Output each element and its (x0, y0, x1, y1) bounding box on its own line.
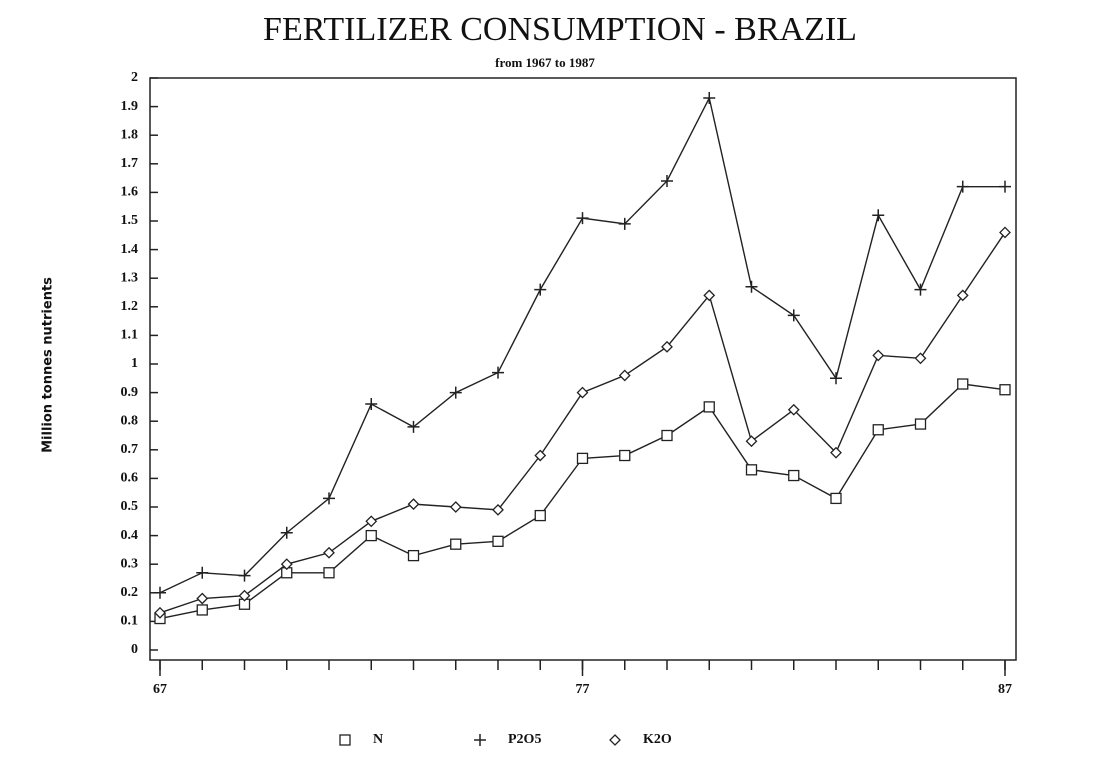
y-tick-label: 0.2 (121, 585, 139, 600)
marker-square (576, 452, 589, 465)
marker-diamond (745, 435, 758, 448)
y-tick-label: 1 (131, 356, 138, 371)
marker-diamond (609, 734, 621, 746)
x-tick-label: 77 (576, 682, 590, 697)
y-tick-label: 2 (131, 70, 138, 85)
marker-diamond (449, 501, 462, 513)
x-tick-label: 87 (998, 682, 1012, 697)
marker-plus (872, 209, 885, 222)
marker-plus (534, 283, 547, 296)
marker-diamond (872, 349, 885, 362)
marker-square (323, 567, 335, 579)
legend-label: K2O (643, 732, 672, 747)
y-tick-label: 0.9 (121, 385, 139, 400)
marker-diamond (280, 558, 293, 571)
y-tick-label: 1.1 (121, 328, 139, 343)
marker-square (196, 604, 208, 616)
y-tick-label: 0.5 (121, 499, 139, 514)
marker-plus (474, 734, 486, 746)
marker-square (914, 418, 927, 430)
marker-plus (576, 212, 589, 225)
y-tick-label: 0 (131, 642, 138, 657)
legend-label: N (373, 732, 383, 747)
y-tick-label: 0.8 (121, 413, 139, 428)
marker-plus (238, 569, 251, 582)
y-tick-label: 1.9 (121, 99, 139, 114)
marker-square (450, 538, 462, 550)
marker-diamond (365, 515, 378, 528)
marker-plus (365, 398, 378, 411)
marker-diamond (534, 449, 547, 462)
marker-plus (830, 372, 842, 385)
marker-plus (323, 492, 335, 505)
marker-square (619, 449, 631, 462)
y-axis-label: Million tonnes nutrients (41, 277, 56, 453)
y-tick-label: 1.3 (121, 270, 139, 285)
marker-square (745, 464, 758, 476)
chart-subtitle: from 1967 to 1987 (495, 55, 595, 70)
marker-plus (787, 309, 800, 322)
marker-plus (280, 526, 293, 539)
y-tick-label: 0.1 (121, 614, 139, 629)
y-tick-label: 1.7 (121, 156, 139, 171)
marker-square (703, 401, 715, 413)
marker-plus (196, 566, 209, 579)
marker-square (661, 429, 673, 442)
y-tick-label: 1.4 (121, 242, 139, 257)
y-tick-label: 1.2 (121, 299, 139, 314)
marker-diamond (914, 352, 927, 365)
marker-diamond (196, 592, 209, 605)
marker-diamond (323, 546, 335, 559)
marker-diamond (661, 340, 673, 353)
y-tick-label: 0.4 (121, 528, 139, 543)
y-tick-label: 1.8 (121, 127, 139, 142)
marker-diamond (492, 503, 504, 516)
marker-square (830, 492, 842, 505)
x-tick-label: 67 (153, 682, 167, 697)
marker-plus (703, 92, 716, 105)
legend-label: P2O5 (508, 732, 541, 747)
marker-square (534, 509, 546, 522)
marker-diamond (618, 369, 631, 382)
marker-plus (618, 217, 631, 230)
marker-square (788, 469, 800, 482)
marker-square (365, 529, 377, 542)
marker-plus (449, 386, 462, 399)
marker-square (999, 384, 1011, 396)
marker-square (407, 549, 420, 562)
marker-plus (492, 366, 504, 379)
marker-square (339, 734, 351, 746)
marker-square (957, 378, 969, 390)
marker-diamond (703, 289, 716, 302)
marker-diamond (956, 289, 969, 302)
marker-plus (407, 420, 420, 433)
marker-plus (956, 180, 969, 193)
y-tick-label: 0.7 (121, 442, 139, 457)
chart-title: FERTILIZER CONSUMPTION - BRAZIL (263, 11, 857, 48)
marker-square (492, 535, 504, 547)
y-tick-label: 1.6 (121, 185, 139, 200)
marker-plus (745, 280, 758, 293)
y-tick-label: 1.5 (121, 213, 139, 228)
marker-diamond (154, 606, 166, 619)
marker-diamond (787, 403, 800, 416)
y-tick-label: 0.3 (121, 556, 139, 571)
marker-diamond (238, 589, 251, 602)
y-tick-label: 0.6 (121, 471, 139, 486)
marker-diamond (576, 386, 589, 399)
marker-plus (999, 180, 1011, 193)
marker-square (872, 424, 884, 436)
marker-diamond (999, 226, 1011, 239)
marker-plus (914, 283, 927, 296)
marker-diamond (407, 498, 420, 511)
marker-plus (154, 586, 166, 599)
marker-diamond (830, 446, 842, 459)
marker-plus (661, 174, 673, 187)
